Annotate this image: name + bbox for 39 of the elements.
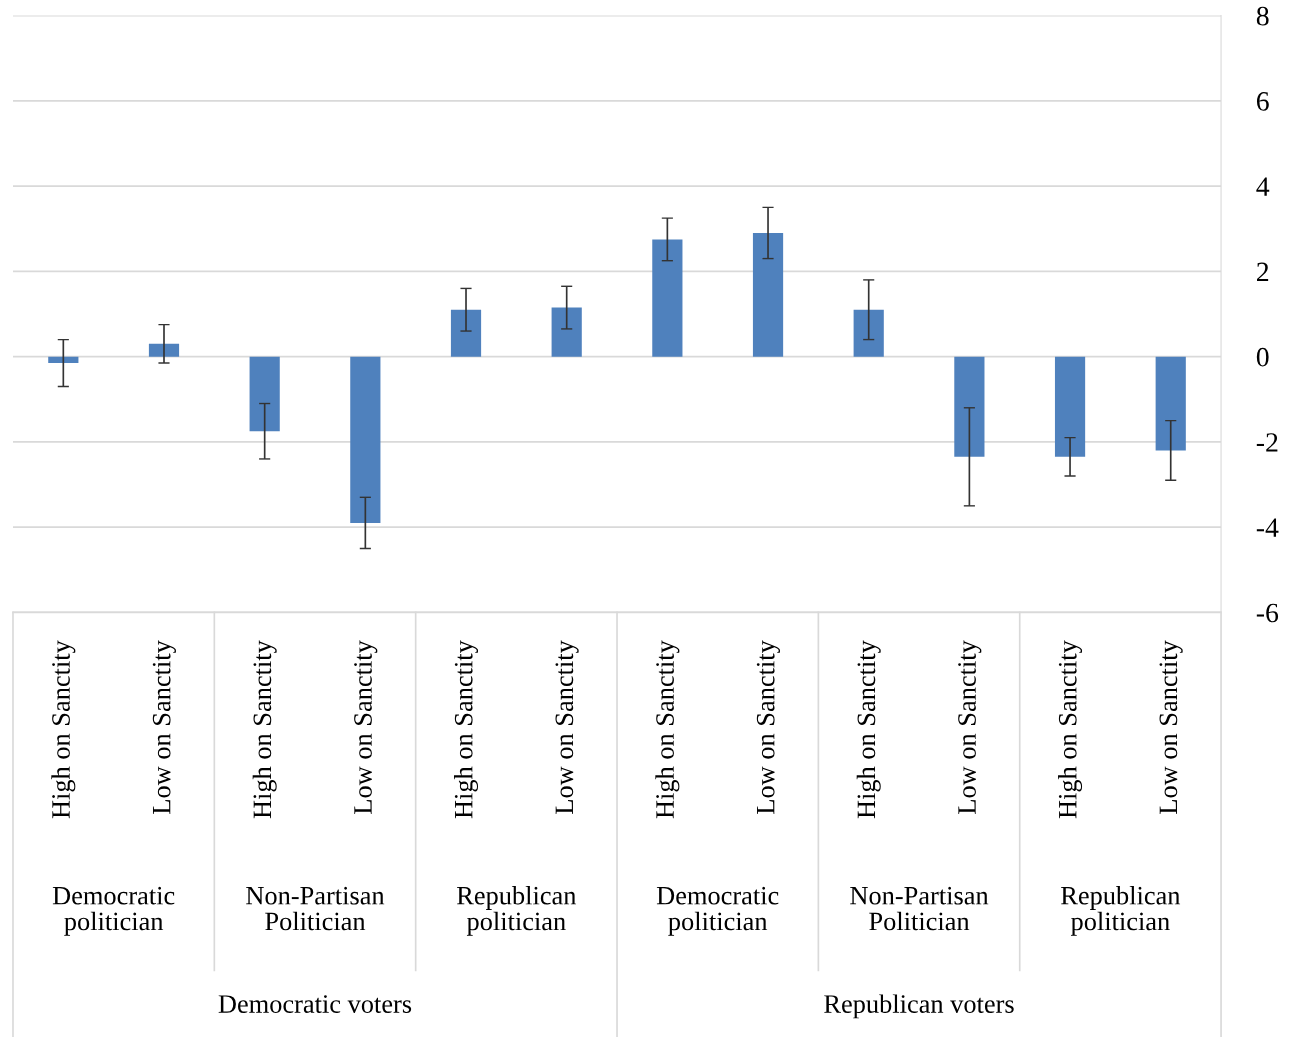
x-tick-label: Low on Sanctity bbox=[152, 640, 176, 814]
text: Republican politician bbox=[1061, 886, 1181, 936]
x-tick-label: High on Sanctity bbox=[454, 640, 479, 819]
y-tick-label: 8 bbox=[1256, 6, 1269, 26]
text: Republican politician bbox=[457, 886, 577, 936]
text: Democratic politician bbox=[52, 886, 175, 936]
x-tick-label: High on Sanctity bbox=[856, 640, 881, 819]
bar bbox=[1155, 356, 1186, 451]
bar bbox=[551, 307, 582, 357]
bar bbox=[1054, 356, 1086, 457]
x-tick-label: High on Sanctity bbox=[1058, 640, 1083, 819]
y-tick-label: -2 bbox=[1256, 433, 1278, 452]
bar bbox=[249, 356, 280, 432]
bar bbox=[853, 309, 884, 357]
bar bbox=[350, 356, 381, 523]
x-tick-label: High on Sanctity bbox=[51, 640, 76, 819]
bar bbox=[954, 356, 985, 457]
text: Non-Partisan Politician bbox=[850, 886, 989, 931]
y-tick-label: 6 bbox=[1256, 92, 1269, 111]
x-tick-label: Low on Sanctity bbox=[1159, 640, 1183, 814]
bar bbox=[752, 232, 784, 357]
y-tick-label: 0 bbox=[1256, 347, 1269, 367]
text: Non-Partisan Politician bbox=[246, 886, 385, 931]
y-tick-label: 2 bbox=[1257, 262, 1269, 281]
x-tick-label: Low on Sanctity bbox=[756, 640, 780, 814]
y-tick-label: 4 bbox=[1256, 177, 1270, 196]
text: Democratic voters bbox=[218, 995, 412, 1013]
text: Republican voters bbox=[824, 994, 1014, 1019]
text: Democratic politician bbox=[656, 886, 779, 936]
x-tick-label: High on Sanctity bbox=[252, 640, 277, 819]
x-tick-label: Low on Sanctity bbox=[354, 640, 378, 814]
bar bbox=[148, 343, 180, 357]
bar bbox=[450, 309, 482, 357]
x-tick-label: Low on Sanctity bbox=[958, 640, 982, 814]
y-tick-label: -4 bbox=[1256, 518, 1279, 537]
bar bbox=[652, 239, 683, 357]
x-tick-label: High on Sanctity bbox=[655, 640, 680, 819]
x-tick-label: Low on Sanctity bbox=[555, 640, 579, 814]
y-tick-label: -6 bbox=[1256, 603, 1279, 623]
